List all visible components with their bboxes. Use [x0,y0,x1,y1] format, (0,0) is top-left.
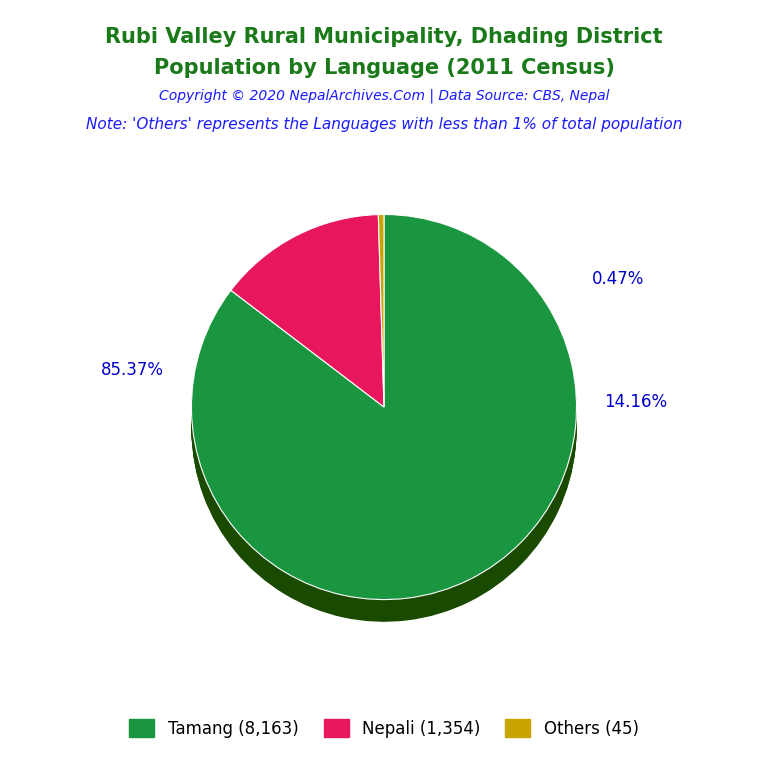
Wedge shape [379,220,384,412]
Wedge shape [231,220,384,412]
Text: 14.16%: 14.16% [604,393,667,411]
Wedge shape [191,214,577,600]
Wedge shape [379,229,384,421]
Wedge shape [191,224,577,610]
Wedge shape [379,237,384,429]
Wedge shape [191,223,577,609]
Wedge shape [379,233,384,425]
Wedge shape [231,222,384,414]
Wedge shape [231,220,384,413]
Wedge shape [379,221,384,414]
Wedge shape [379,224,384,417]
Wedge shape [231,235,384,427]
Wedge shape [379,223,384,415]
Wedge shape [231,216,384,408]
Wedge shape [191,236,577,621]
Wedge shape [231,236,384,429]
Wedge shape [191,220,577,606]
Wedge shape [191,229,577,614]
Wedge shape [231,230,384,422]
Wedge shape [231,217,384,409]
Wedge shape [191,237,577,622]
Wedge shape [231,237,384,429]
Wedge shape [191,227,577,613]
Wedge shape [379,214,384,407]
Wedge shape [231,233,384,426]
Wedge shape [231,223,384,416]
Wedge shape [379,217,384,409]
Text: 85.37%: 85.37% [101,361,164,379]
Legend: Tamang (8,163), Nepali (1,354), Others (45): Tamang (8,163), Nepali (1,354), Others (… [123,713,645,744]
Wedge shape [231,230,384,423]
Text: Population by Language (2011 Census): Population by Language (2011 Census) [154,58,614,78]
Wedge shape [379,223,384,416]
Text: 0.47%: 0.47% [592,270,644,288]
Wedge shape [379,235,384,427]
Wedge shape [231,227,384,420]
Wedge shape [379,233,384,426]
Wedge shape [191,219,577,604]
Wedge shape [231,219,384,411]
Wedge shape [379,230,384,422]
Wedge shape [231,214,384,407]
Wedge shape [191,223,577,607]
Wedge shape [191,217,577,601]
Wedge shape [379,216,384,408]
Wedge shape [231,233,384,425]
Wedge shape [231,223,384,415]
Wedge shape [191,226,577,611]
Wedge shape [379,226,384,418]
Wedge shape [191,235,577,620]
Wedge shape [191,232,577,617]
Wedge shape [231,217,384,410]
Wedge shape [379,236,384,429]
Wedge shape [191,217,577,603]
Wedge shape [231,229,384,421]
Wedge shape [191,221,577,607]
Text: Rubi Valley Rural Municipality, Dhading District: Rubi Valley Rural Municipality, Dhading … [105,27,663,47]
Wedge shape [191,227,577,611]
Wedge shape [231,225,384,417]
Wedge shape [379,232,384,424]
Wedge shape [191,220,577,604]
Text: Note: 'Others' represents the Languages with less than 1% of total population: Note: 'Others' represents the Languages … [86,117,682,132]
Wedge shape [191,233,577,617]
Wedge shape [379,220,384,413]
Wedge shape [231,232,384,424]
Text: Copyright © 2020 NepalArchives.Com | Data Source: CBS, Nepal: Copyright © 2020 NepalArchives.Com | Dat… [159,88,609,103]
Wedge shape [231,226,384,418]
Wedge shape [191,233,577,619]
Wedge shape [379,227,384,420]
Wedge shape [191,230,577,616]
Wedge shape [191,230,577,614]
Wedge shape [379,219,384,411]
Wedge shape [191,216,577,601]
Wedge shape [379,230,384,423]
Wedge shape [231,227,384,419]
Wedge shape [379,227,384,419]
Wedge shape [379,217,384,410]
